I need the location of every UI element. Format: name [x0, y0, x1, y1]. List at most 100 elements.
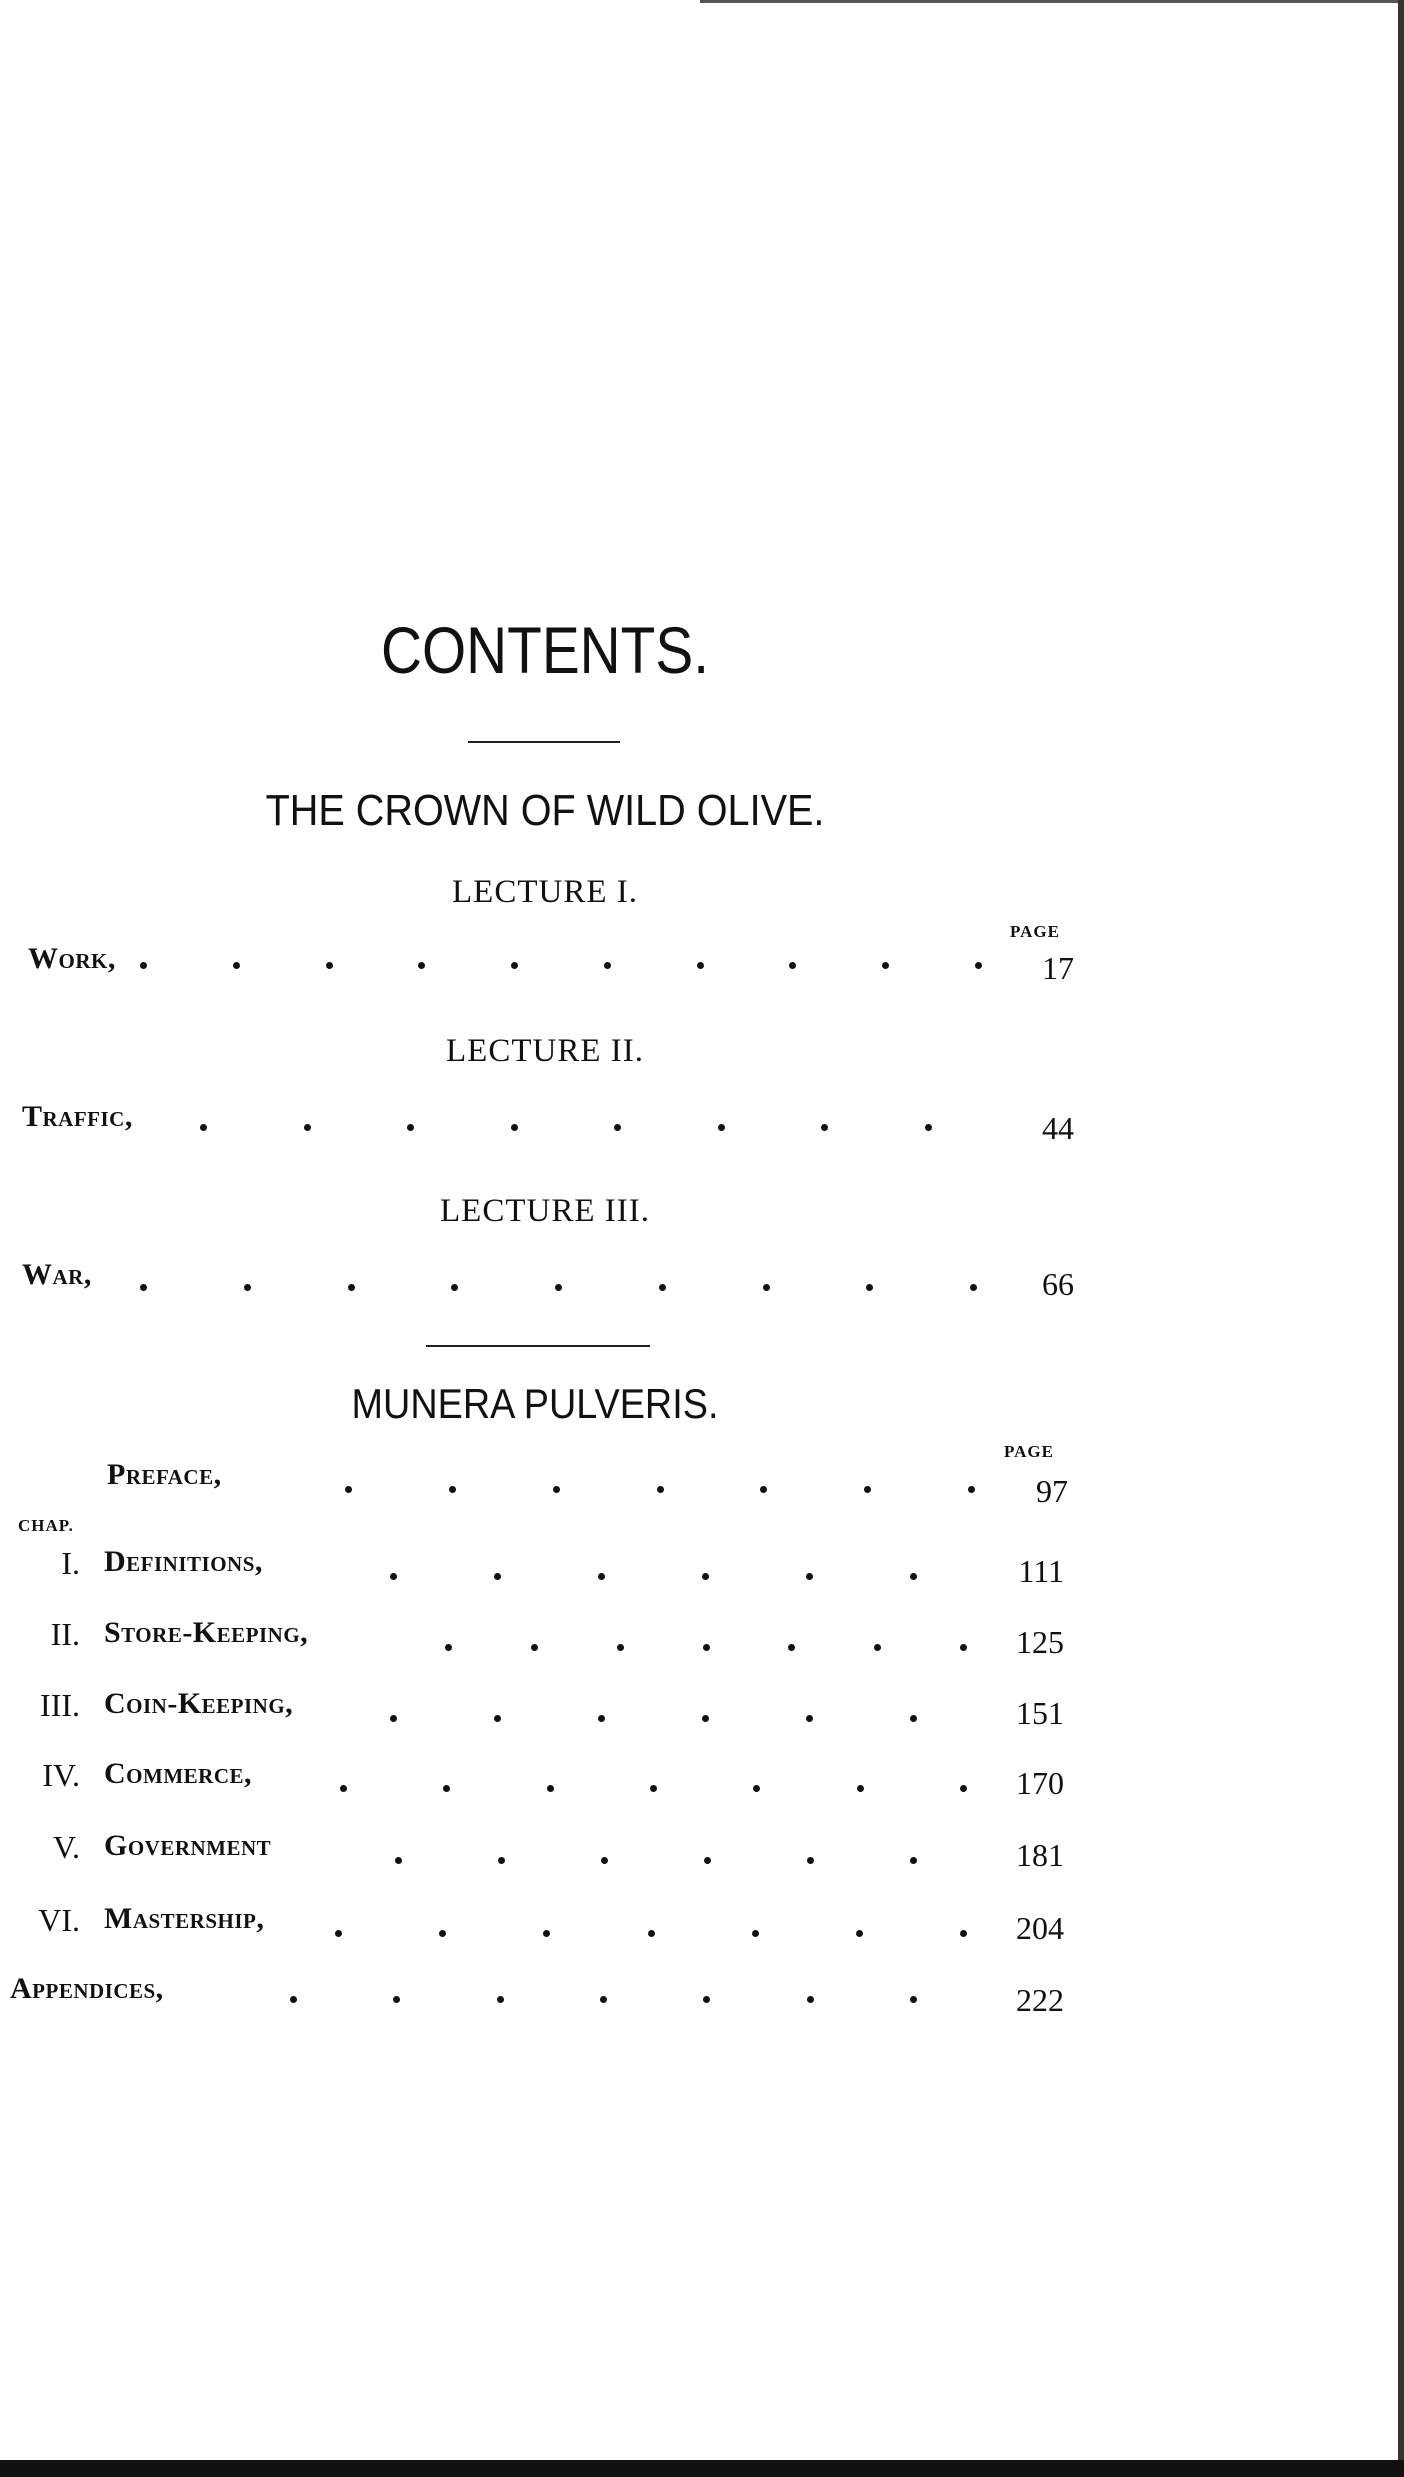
page-column-header: PAGE	[1004, 1442, 1054, 1461]
leader-dot	[598, 1573, 605, 1580]
toc-entry-page: 170	[1016, 1765, 1064, 1801]
toc-entry-page: 204	[1016, 1910, 1064, 1946]
leader-dot	[717, 1124, 725, 1131]
leader-dot	[347, 1284, 355, 1291]
leader-dot	[751, 1930, 759, 1937]
leader-dot	[703, 1996, 711, 2003]
leader-dot	[439, 1930, 447, 1937]
leader-dot	[647, 1930, 655, 1937]
leader-dot	[753, 1785, 761, 1792]
leader-dot	[960, 1644, 967, 1651]
leader-dot	[511, 962, 519, 969]
chapter-numeral: I.	[61, 1545, 80, 1581]
toc-entry-page: 44	[1042, 1110, 1074, 1146]
leader-dot	[390, 1573, 397, 1580]
leader-dot	[418, 962, 426, 969]
toc-entry-label: Commerce,	[104, 1757, 252, 1790]
leader-dot	[866, 1284, 874, 1291]
chapter-numeral: VI.	[38, 1902, 80, 1938]
leader-dot	[598, 1715, 605, 1722]
toc-entry-appendices: Appendices,	[10, 1972, 164, 2005]
toc-entry-page: 125	[1016, 1624, 1064, 1660]
toc-entry-page: 97	[1036, 1473, 1068, 1509]
leader-dot	[968, 1486, 975, 1493]
leader-dot	[788, 1644, 796, 1651]
leader-dot	[614, 1124, 622, 1131]
leader-dot	[702, 1644, 710, 1651]
leader-dot	[303, 1124, 311, 1131]
part-title-crown-of-wild-olive: THE CROWN OF WILD OLIVE.	[265, 786, 825, 835]
leader-dot	[546, 1785, 554, 1792]
leader-dot	[821, 1124, 829, 1131]
leader-dot	[806, 1996, 814, 2003]
leader-dot	[555, 1284, 562, 1291]
lecture-heading: LECTURE II.	[446, 1033, 644, 1069]
leader-dot	[325, 962, 333, 969]
leader-dot	[960, 1785, 967, 1792]
leader-dot	[443, 1785, 451, 1792]
toc-entry-page: 111	[1018, 1553, 1064, 1589]
toc-entry-label: Coin-Keeping,	[104, 1687, 294, 1720]
page-edge-top	[700, 0, 1400, 3]
leader-dot	[530, 1644, 538, 1651]
leader-dot	[806, 1715, 813, 1722]
toc-entry-page: 66	[1042, 1266, 1074, 1302]
leader-dot	[390, 1715, 397, 1722]
leader-dot	[616, 1644, 624, 1651]
leader-dot	[807, 1857, 814, 1864]
chapter-column-header: CHAP.	[18, 1516, 74, 1535]
leader-dot	[335, 1930, 342, 1937]
leader-dot	[975, 962, 982, 969]
leader-dot	[864, 1486, 872, 1493]
toc-entry-page: 17	[1042, 950, 1074, 986]
page-column-header: PAGE	[1010, 922, 1060, 941]
page-title: CONTENTS.	[381, 613, 709, 687]
leader-dot	[243, 1284, 251, 1291]
divider	[468, 741, 620, 743]
leader-dot	[762, 1284, 770, 1291]
toc-entry-label: War,	[22, 1258, 92, 1291]
leader-dot	[498, 1857, 505, 1864]
leader-dot	[970, 1284, 977, 1291]
divider	[426, 1345, 650, 1347]
leader-dot	[656, 1486, 664, 1493]
page-edge-right	[1398, 0, 1404, 2477]
chapter-numeral: V.	[53, 1829, 80, 1865]
leader-dot	[702, 1573, 709, 1580]
leader-dot	[510, 1124, 518, 1131]
toc-entry-page: 151	[1016, 1695, 1064, 1731]
leader-dot	[910, 1857, 917, 1864]
leader-dot	[494, 1573, 501, 1580]
leader-dot	[451, 1284, 459, 1291]
leader-dot	[395, 1857, 402, 1864]
toc-entry-label: Store-Keeping,	[104, 1616, 309, 1649]
leader-dot	[760, 1486, 768, 1493]
leader-dot	[393, 1996, 401, 2003]
toc-entry-label: Traffic,	[22, 1100, 133, 1133]
leader-dot	[496, 1996, 504, 2003]
leader-dot	[702, 1715, 709, 1722]
leader-dot	[200, 1124, 207, 1131]
leader-dot	[855, 1930, 863, 1937]
leader-dot	[874, 1644, 882, 1651]
leader-dot	[494, 1715, 501, 1722]
leader-dot	[910, 1573, 917, 1580]
leader-dot	[140, 962, 147, 969]
leader-dot	[696, 962, 704, 969]
toc-entry-label: Definitions,	[104, 1545, 263, 1578]
leader-dot	[232, 962, 240, 969]
leader-dot	[704, 1857, 711, 1864]
leader-dot	[140, 1284, 147, 1291]
toc-entry-page: 181	[1016, 1837, 1064, 1873]
leader-dot	[910, 1715, 917, 1722]
leader-dot	[448, 1486, 456, 1493]
lecture-heading: LECTURE III.	[440, 1193, 650, 1229]
chapter-numeral: III.	[40, 1687, 80, 1723]
toc-entry-page: 222	[1016, 1982, 1064, 2018]
leader-dot	[345, 1486, 352, 1493]
leader-dot	[910, 1996, 917, 2003]
leader-dot	[407, 1124, 415, 1131]
leader-dot	[340, 1785, 347, 1792]
page-edge-bottom	[0, 2460, 1404, 2477]
toc-entry-label: Mastership,	[104, 1902, 265, 1935]
